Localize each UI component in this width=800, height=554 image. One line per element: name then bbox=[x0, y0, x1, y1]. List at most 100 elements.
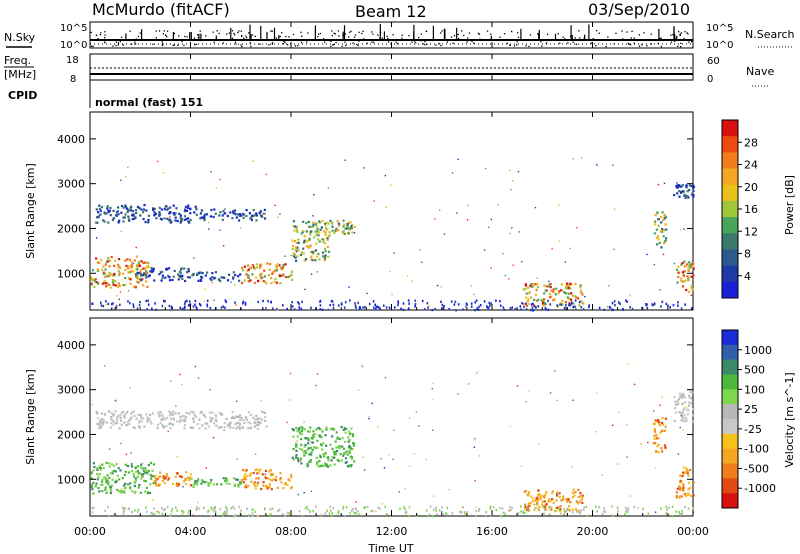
nsearch-tick-top: 10^5 bbox=[706, 23, 733, 34]
ground-cell-156 bbox=[188, 509, 190, 512]
colorbar-cell-6 bbox=[722, 217, 738, 234]
cell-r2-5 bbox=[175, 484, 178, 487]
cell-r5-58 bbox=[312, 434, 315, 437]
cell-r6-117 bbox=[316, 233, 319, 236]
ground-cell-30 bbox=[397, 303, 399, 307]
ground-cell-235 bbox=[653, 303, 656, 306]
cell-r7-16 bbox=[658, 420, 661, 423]
cell-r3-54 bbox=[160, 279, 163, 282]
cell-r7-26 bbox=[654, 441, 657, 445]
cell-r5-109 bbox=[331, 456, 334, 459]
cell-r1-55 bbox=[183, 210, 186, 213]
noise-cell-64 bbox=[295, 251, 298, 253]
cell-r6-10 bbox=[569, 501, 572, 504]
cell-r4-70 bbox=[288, 479, 291, 482]
cell-r6-93 bbox=[323, 247, 327, 250]
ground-cell-63 bbox=[233, 515, 235, 518]
cell-r0-147 bbox=[147, 469, 150, 472]
cell-r1-178 bbox=[201, 424, 204, 427]
cell-r11-32 bbox=[685, 186, 688, 189]
cell-r2-24 bbox=[252, 209, 255, 212]
cell-r1-60 bbox=[223, 426, 226, 429]
cell-r8-71 bbox=[543, 284, 546, 287]
cell-r11-29 bbox=[690, 193, 694, 196]
cell-r1-130 bbox=[134, 216, 137, 219]
cell-r0-59 bbox=[134, 490, 137, 493]
cell-r3-53 bbox=[176, 273, 180, 276]
cell-r9-19 bbox=[687, 404, 691, 407]
noise-cell-123 bbox=[360, 364, 363, 366]
cell-r5-30 bbox=[325, 426, 328, 429]
ground-cell-181 bbox=[139, 300, 141, 304]
cell-r1-113 bbox=[147, 221, 150, 224]
cell-r0-31 bbox=[135, 255, 138, 258]
cell-r1-216 bbox=[100, 418, 103, 421]
cell-r5-13 bbox=[319, 428, 322, 431]
ground-cell-96 bbox=[342, 505, 345, 509]
cell-r9-22 bbox=[689, 390, 692, 393]
nsky-dot-113 bbox=[567, 42, 569, 44]
cell-r9-14 bbox=[681, 411, 685, 414]
cell-r6-28 bbox=[577, 488, 580, 492]
nsky-dot-245 bbox=[490, 33, 492, 35]
ground-cell-204 bbox=[598, 306, 601, 310]
ground-cell-203 bbox=[488, 301, 491, 305]
nsky-dot-65 bbox=[172, 44, 174, 47]
cell-r5-35 bbox=[268, 268, 271, 271]
cell-r9-38 bbox=[674, 400, 677, 403]
ground-cell-76 bbox=[466, 303, 468, 306]
cell-r5-61 bbox=[348, 451, 351, 454]
cell-r3-21 bbox=[183, 267, 186, 270]
cell-r4-51 bbox=[290, 476, 293, 479]
cell-r2-57 bbox=[242, 216, 245, 219]
ground-cell-236 bbox=[332, 306, 335, 310]
ground-cell-32 bbox=[170, 513, 172, 516]
noise-cell-30 bbox=[344, 159, 346, 161]
cell-r0-70 bbox=[141, 278, 144, 281]
ground-cell-17 bbox=[385, 306, 388, 309]
cell-r2-27 bbox=[203, 219, 206, 222]
cell-r2-52 bbox=[255, 212, 258, 215]
noise-cell-111 bbox=[509, 169, 511, 172]
nsky-dot-236 bbox=[371, 31, 373, 33]
ground-cell-103 bbox=[127, 507, 130, 510]
cell-r7-6 bbox=[664, 425, 667, 428]
cell-r9-34 bbox=[686, 408, 689, 411]
ground-cell-121 bbox=[407, 307, 410, 310]
cell-r9-6 bbox=[688, 396, 691, 399]
nsky-dot-91 bbox=[441, 30, 443, 32]
nsky-dot-242 bbox=[344, 41, 346, 43]
noise-cell-49 bbox=[303, 492, 305, 494]
freq-tick-top: 18 bbox=[66, 55, 79, 66]
cell-r0-66 bbox=[152, 463, 155, 466]
cell-r8-92 bbox=[574, 282, 577, 285]
cell-r0-67 bbox=[98, 472, 101, 476]
cell-r0-75 bbox=[98, 465, 101, 468]
ground-cell-138 bbox=[450, 300, 453, 303]
cell-r0-137 bbox=[127, 271, 130, 274]
nsky-dot-39 bbox=[112, 45, 114, 47]
cell-r9-21 bbox=[662, 219, 665, 222]
ground-cell-182 bbox=[343, 514, 346, 518]
cell-r0-101 bbox=[108, 476, 111, 480]
ground-cell-16 bbox=[680, 307, 683, 310]
nsky-dot-259 bbox=[162, 33, 164, 35]
cell-r0-130 bbox=[108, 274, 111, 277]
cell-r3-36 bbox=[239, 481, 242, 485]
cell-r4-42 bbox=[279, 477, 282, 480]
nsky-dot-221 bbox=[622, 38, 624, 40]
noise-cell-85 bbox=[497, 204, 499, 206]
cell-r0-151 bbox=[95, 482, 98, 485]
noise-cell-99 bbox=[611, 424, 614, 426]
colorbar-cell-3 bbox=[722, 374, 738, 390]
cell-r1-160 bbox=[162, 426, 165, 429]
cell-r5-87 bbox=[296, 435, 299, 438]
cell-r0-82 bbox=[144, 490, 147, 493]
cell-r6-103 bbox=[321, 220, 324, 223]
cell-r5-95 bbox=[303, 428, 306, 431]
cell-r0-113 bbox=[113, 272, 116, 275]
cell-r6-77 bbox=[549, 500, 552, 503]
ground-cell-167 bbox=[408, 506, 411, 509]
ground-cell-207 bbox=[161, 304, 164, 308]
cell-r5-6 bbox=[252, 266, 255, 269]
